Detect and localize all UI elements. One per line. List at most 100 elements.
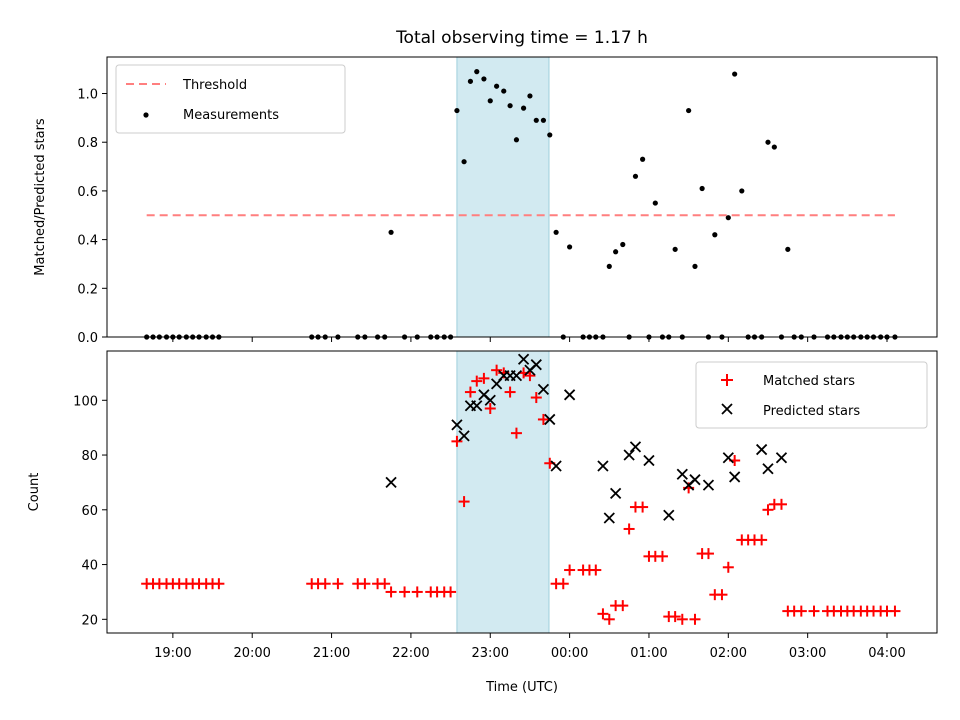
matched-star-point: [597, 608, 609, 620]
predicted-stars-points: [385, 353, 788, 524]
x-tick-label: 04:00: [868, 646, 905, 661]
matched-star-point: [603, 613, 615, 625]
bottom-panel: 20 40 60 80 100 19:00 20:00 21:00 22:00 23:00 00:…: [27, 350, 938, 695]
measurement-point: [725, 215, 731, 221]
predicted-star-point: [458, 430, 470, 442]
measurement-point: [732, 71, 738, 77]
matched-star-point: [676, 613, 688, 625]
matched-star-point: [590, 564, 602, 576]
predicted-star-point: [603, 512, 615, 524]
predicted-star-point: [762, 463, 774, 475]
predicted-star-point: [484, 394, 496, 406]
measurement-point: [739, 188, 745, 194]
top-axes-frame: [106, 56, 938, 338]
matched-star-point: [689, 613, 701, 625]
predicted-star-point: [550, 460, 562, 472]
measurement-point: [494, 83, 500, 89]
predicted-star-point: [451, 419, 463, 431]
bottom-y-ticks: 20 40 60 80 100: [73, 394, 107, 628]
x-tick-label: 19:00: [154, 646, 191, 661]
measurement-points: [144, 69, 898, 340]
y-tick-label: 0.8: [77, 136, 98, 151]
matched-star-point: [775, 498, 787, 510]
measurement-point: [501, 88, 507, 94]
legend-measurements-label: Measurements: [183, 108, 279, 123]
matched-star-point: [530, 392, 542, 404]
top-x-ticks: [172, 337, 888, 342]
matched-star-point: [471, 375, 483, 387]
measurement-point: [771, 144, 777, 150]
bottom-legend: Matched stars Predicted stars: [695, 361, 928, 429]
measurement-point: [553, 229, 559, 235]
matched-star-point: [484, 402, 496, 414]
matched-star-point: [808, 605, 820, 617]
matched-star-point: [504, 386, 516, 398]
matched-star-point: [524, 370, 536, 382]
bottom-x-ticks: 19:00 20:00 21:00 22:00 23:00 00:00 01:00 02:00…: [154, 633, 906, 661]
measurement-point: [640, 156, 646, 162]
measurement-point: [632, 173, 639, 179]
x-tick-label: 23:00: [472, 646, 509, 661]
y-tick-label: 0.4: [77, 234, 98, 249]
legend-matched-swatch: [721, 374, 733, 386]
matched-star-point: [656, 550, 668, 562]
matched-star-point: [213, 578, 225, 590]
predicted-star-point: [510, 370, 523, 382]
matched-star-point: [716, 589, 728, 601]
x-tick-label: 00:00: [551, 646, 588, 661]
measurement-point: [513, 137, 520, 143]
y-tick-label: 0.2: [77, 282, 98, 297]
predicted-star-point: [722, 452, 734, 464]
matched-star-point: [702, 548, 714, 560]
measurement-point: [606, 263, 612, 269]
measurement-point: [712, 232, 718, 238]
predicted-star-point: [729, 471, 741, 483]
predicted-star-point: [530, 359, 542, 371]
legend-threshold-label: Threshold: [182, 78, 247, 93]
observing-window-span-top: [456, 56, 550, 338]
matched-star-point: [795, 605, 807, 617]
bottom-legend-box: [695, 361, 928, 429]
measurement-point: [540, 117, 547, 123]
measurement-point: [454, 107, 460, 114]
measurement-point: [520, 105, 527, 111]
matched-star-point: [385, 586, 397, 598]
x-tick-label: 02:00: [710, 646, 747, 661]
matched-star-point: [669, 611, 681, 623]
measurement-point: [692, 263, 698, 269]
measurement-point: [461, 159, 467, 165]
legend-predicted-swatch: [721, 403, 733, 415]
measurement-point: [672, 246, 678, 252]
x-tick-label: 20:00: [233, 646, 270, 661]
measurement-point: [507, 103, 513, 109]
matched-star-point: [564, 564, 576, 576]
matched-star-point: [889, 605, 901, 617]
matched-star-point: [445, 586, 457, 598]
top-panel: 0.0 0.2 0.4 0.6 0.8 1.0 Total observing time …: [33, 28, 938, 346]
matched-star-point: [451, 435, 463, 447]
top-y-axis-label: Matched/Predicted stars: [33, 118, 48, 276]
matched-star-point: [478, 372, 490, 384]
predicted-star-point: [775, 452, 788, 464]
top-y-ticks: 0.0 0.2 0.4 0.6 0.8 1.0: [77, 88, 107, 346]
bottom-axes-frame: [106, 350, 938, 634]
x-tick-label: 21:00: [313, 646, 350, 661]
predicted-star-point: [629, 441, 642, 453]
matched-star-point: [756, 534, 768, 546]
matched-star-point: [399, 586, 411, 598]
y-tick-label: 1.0: [77, 88, 98, 103]
measurement-point: [467, 78, 474, 84]
predicted-star-point: [676, 468, 688, 480]
measurement-point: [527, 93, 533, 99]
measurement-point: [487, 98, 493, 104]
measurement-point: [613, 249, 619, 255]
matched-star-point: [319, 578, 331, 590]
matched-star-point: [359, 578, 371, 590]
measurement-point: [699, 185, 705, 192]
matched-star-point: [411, 586, 423, 598]
top-legend: Threshold Measurements: [115, 64, 346, 134]
y-tick-label: 80: [81, 449, 98, 464]
predicted-star-point: [689, 474, 701, 486]
measurement-point: [567, 244, 573, 250]
